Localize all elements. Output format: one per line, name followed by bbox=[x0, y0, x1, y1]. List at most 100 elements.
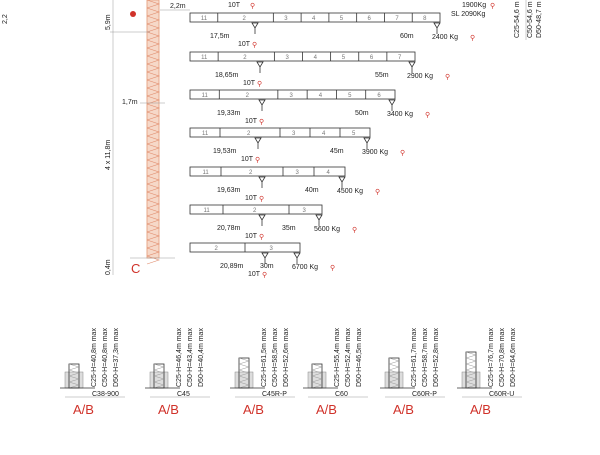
base-name: C60R-P bbox=[412, 391, 437, 398]
lattice-brace bbox=[465, 357, 477, 365]
base-type-label: A/B bbox=[243, 402, 264, 417]
base-height-label: D50-H=52,6m max bbox=[283, 328, 290, 387]
base-height-label: C25-H=61,7m max bbox=[411, 328, 418, 387]
trolley-icon bbox=[408, 61, 416, 73]
boom-section-number: 7 bbox=[395, 16, 399, 22]
trolley-icon bbox=[251, 22, 259, 34]
lattice-brace bbox=[153, 369, 165, 377]
cab-marker bbox=[130, 11, 136, 17]
hook-icon: ⚲ bbox=[252, 41, 257, 49]
hook-icon: ⚲ bbox=[375, 188, 380, 196]
boom-section-number: 2 bbox=[246, 93, 250, 99]
boom-section-number: 5 bbox=[352, 131, 356, 137]
base-name: C45R-P bbox=[262, 391, 287, 398]
tip-load: 3900 Kg bbox=[362, 149, 388, 156]
height-label: C25-54,6 m bbox=[514, 1, 521, 38]
lattice-brace bbox=[146, 159, 160, 169]
lattice-brace bbox=[146, 143, 160, 153]
top-10t-label: 10T bbox=[228, 2, 241, 9]
lattice-brace bbox=[153, 375, 165, 383]
dim-sections: 4 x 11,8m bbox=[105, 140, 112, 170]
boom-section-number: 3 bbox=[296, 170, 300, 176]
height-label: D50-48,7 m bbox=[536, 1, 543, 38]
base-option: C38-900 A/B C25-H=40,8m max C50-H=40,8m max… bbox=[60, 328, 125, 417]
lattice-brace bbox=[146, 71, 160, 81]
boom-section-number: 2 bbox=[247, 131, 251, 137]
hook-icon: ⚲ bbox=[257, 80, 262, 88]
tip-load: 2900 Kg bbox=[407, 73, 433, 80]
lattice-brace bbox=[153, 363, 165, 371]
base-height-label: C25-H=46,4m max bbox=[176, 328, 183, 387]
tip-distance: 50m bbox=[355, 110, 369, 117]
base-options: C38-900 A/B C25-H=40,8m max C50-H=40,8m max… bbox=[60, 328, 522, 417]
lattice-brace bbox=[146, 0, 160, 9]
hook-icon: ⚲ bbox=[262, 271, 267, 279]
base-option: C60R-P A/B C25-H=61,7m max C50-H=58,7m max D… bbox=[380, 328, 445, 417]
dim-0-4: 0,4m bbox=[105, 259, 112, 275]
lattice-brace bbox=[311, 381, 323, 389]
lattice-brace bbox=[146, 183, 160, 193]
lattice-brace bbox=[146, 39, 160, 49]
base-height-label: C50-H=40,8m max bbox=[102, 328, 109, 387]
trolley-icon bbox=[363, 137, 371, 149]
lattice-brace bbox=[146, 247, 160, 257]
near-load: 10T bbox=[245, 118, 258, 125]
trolley-icon bbox=[293, 252, 301, 264]
lattice-brace bbox=[146, 127, 160, 137]
lattice-brace bbox=[146, 103, 160, 113]
lattice-brace bbox=[146, 231, 160, 241]
base-height-label: C50-H=70,8m max bbox=[499, 328, 506, 387]
tip-distance: 45m bbox=[330, 148, 344, 155]
near-load: 10T bbox=[243, 80, 256, 87]
lattice-brace bbox=[146, 55, 160, 65]
base-type-label: A/B bbox=[73, 402, 94, 417]
lattice-brace bbox=[146, 191, 160, 201]
mast-lattice bbox=[146, 0, 160, 265]
lattice-brace bbox=[146, 95, 160, 105]
dim-2-2: 2,2m bbox=[170, 3, 186, 10]
near-distance: 19,63m bbox=[217, 187, 241, 194]
boom-section-number: 11 bbox=[202, 131, 209, 137]
hook-icon: ⚲ bbox=[470, 34, 475, 42]
boom-section-number: 11 bbox=[204, 208, 211, 214]
base-option: C45R-P A/B C25-H=61,5m max C50-H=58,5m max D… bbox=[230, 328, 295, 417]
boom-section-number: 4 bbox=[314, 55, 318, 61]
hook-icon: ⚲ bbox=[259, 195, 264, 203]
near-distance: 20,89m bbox=[220, 263, 244, 270]
lattice-brace bbox=[146, 87, 160, 97]
base-option: C60R-U A/B C25-H=76,7m max C50-H=70,8m max D… bbox=[457, 328, 522, 417]
trolley-icon bbox=[256, 61, 264, 73]
base-type-label: A/B bbox=[316, 402, 337, 417]
lattice-brace bbox=[146, 31, 160, 41]
tip-load: 2400 Kg bbox=[432, 34, 458, 41]
near-distance: 19,53m bbox=[213, 148, 237, 155]
trolley-icon bbox=[388, 99, 396, 111]
boom-section-number: 8 bbox=[423, 16, 427, 22]
near-distance: 20,78m bbox=[217, 225, 241, 232]
lattice-brace bbox=[465, 381, 477, 389]
lattice-brace bbox=[465, 351, 477, 359]
tip-distance: 40m bbox=[305, 187, 319, 194]
dim-left-cut: 2,2 bbox=[2, 14, 9, 24]
lattice-brace bbox=[146, 79, 160, 89]
boom-section-number: 2 bbox=[215, 246, 219, 252]
base-height-label: C50-H=58,5m max bbox=[272, 328, 279, 387]
lattice-brace bbox=[68, 363, 80, 371]
base-height-label: D50-H=64,6m max bbox=[510, 328, 517, 387]
trolley-icon bbox=[258, 176, 266, 188]
boom-section-number: 2 bbox=[249, 170, 253, 176]
lattice-brace bbox=[146, 63, 160, 73]
near-distance: 19,33m bbox=[217, 110, 241, 117]
lattice-brace bbox=[146, 207, 160, 217]
dim-1-7: 1,7m bbox=[122, 99, 138, 106]
near-load: 10T bbox=[245, 233, 258, 240]
near-distance: 17,5m bbox=[210, 33, 230, 40]
top-partial-load: 1900Kg bbox=[462, 2, 486, 9]
base-height-label: D50-H=46,5m max bbox=[356, 328, 363, 387]
lattice-brace bbox=[146, 239, 160, 249]
